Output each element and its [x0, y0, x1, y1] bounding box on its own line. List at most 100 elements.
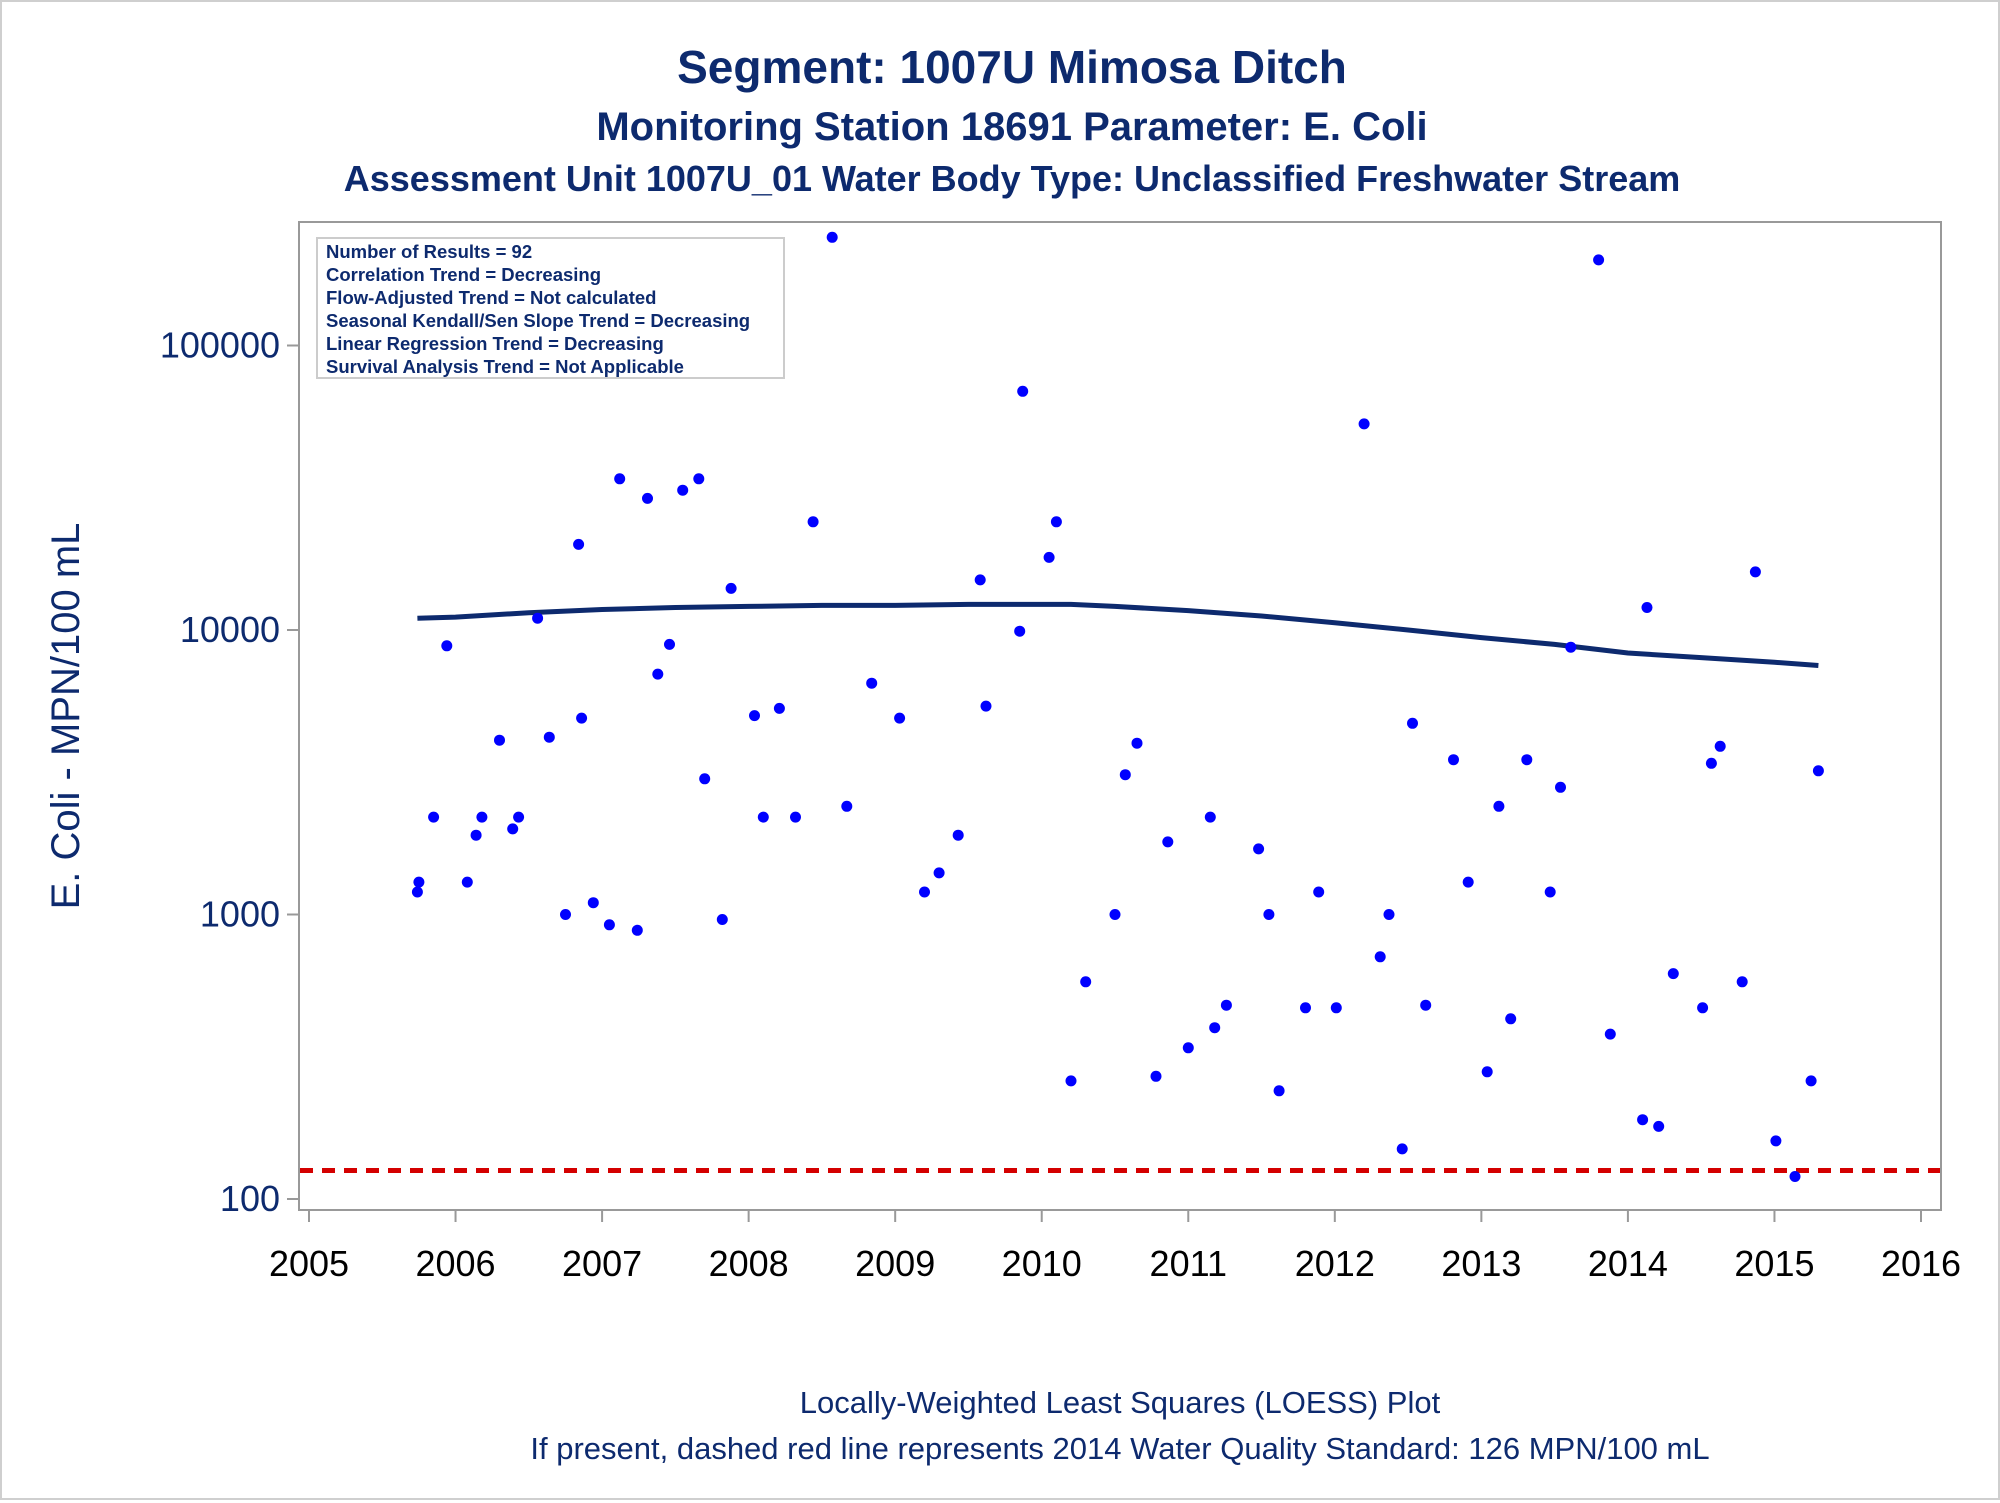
x-tick-label: 2010: [1002, 1243, 1082, 1284]
data-point: [807, 516, 819, 528]
y-tick-label: 10000: [180, 609, 280, 650]
data-point: [532, 612, 544, 624]
x-axis: 2005 2006 2007 2008 2009 2010 2011 2012 2013 2014…: [269, 1210, 1961, 1284]
data-point: [1641, 602, 1653, 613]
data-point: [1667, 968, 1679, 980]
data-point: [1805, 1075, 1817, 1087]
data-point: [1253, 843, 1265, 855]
data-point: [1263, 909, 1275, 920]
data-point: [476, 811, 488, 823]
data-point: [725, 582, 737, 594]
data-point: [1770, 1135, 1782, 1147]
data-point: [1358, 418, 1370, 430]
data-point: [1043, 551, 1055, 563]
data-point: [1396, 1143, 1408, 1155]
chart-title: Segment: 1007U Mimosa Ditch: [677, 41, 1347, 93]
data-point: [773, 702, 785, 714]
data-point: [1407, 717, 1418, 729]
data-point: [1481, 1066, 1493, 1078]
x-tick-label: 2006: [415, 1243, 495, 1284]
y-tick-label: 100: [220, 1178, 280, 1219]
y-tick-label: 100000: [160, 325, 280, 366]
x-tick-label: 2016: [1881, 1243, 1961, 1284]
data-point: [1637, 1114, 1649, 1126]
data-point: [652, 668, 664, 680]
data-point: [1109, 909, 1121, 920]
data-point: [494, 734, 505, 746]
data-point: [1555, 781, 1566, 793]
y-axis: 100 1000 10000 100000: [160, 325, 299, 1219]
data-point: [974, 574, 986, 586]
x-tick-label: 2008: [709, 1243, 789, 1284]
data-point: [1505, 1013, 1517, 1025]
x-tick-label: 2013: [1441, 1243, 1521, 1284]
data-point: [587, 897, 599, 909]
data-point: [1220, 999, 1232, 1011]
data-point: [1050, 516, 1062, 528]
chart-subtitle-station: Monitoring Station 18691 Parameter: E. C…: [596, 105, 1427, 149]
data-point: [1812, 765, 1824, 777]
data-point: [461, 876, 473, 888]
data-point: [1209, 1022, 1221, 1034]
data-point: [1182, 1042, 1194, 1054]
data-point: [866, 677, 878, 689]
loess-curve: [417, 601, 1819, 668]
data-point: [513, 811, 525, 823]
data-point: [1565, 641, 1577, 653]
data-point: [826, 231, 838, 243]
data-point: [790, 811, 801, 823]
data-point: [573, 538, 585, 550]
data-point: [1653, 1120, 1665, 1132]
data-point: [677, 484, 689, 496]
y-axis-label: E. Coli - MPN/100 mL: [44, 523, 88, 910]
data-point: [1448, 754, 1459, 766]
stats-number-of-results: Number of Results = 92: [326, 241, 532, 262]
data-points: [411, 231, 1824, 1182]
data-point: [693, 473, 705, 485]
data-point: [631, 924, 643, 936]
stats-correlation-trend: Correlation Trend = Decreasing: [326, 264, 601, 285]
data-point: [1080, 976, 1092, 988]
data-point: [1300, 1002, 1311, 1014]
data-point: [699, 773, 711, 785]
data-point: [413, 876, 425, 888]
data-point: [507, 823, 519, 835]
x-tick-label: 2007: [562, 1243, 642, 1284]
data-point: [1150, 1070, 1162, 1082]
x-tick-label: 2012: [1295, 1243, 1375, 1284]
data-point: [428, 811, 440, 823]
stats-survival-analysis-trend: Survival Analysis Trend = Not Applicable: [326, 356, 684, 377]
data-point: [1462, 876, 1474, 888]
data-point: [664, 638, 675, 650]
plot-area: [298, 221, 1942, 1211]
data-point: [543, 731, 555, 743]
data-point: [1119, 769, 1131, 781]
data-point: [1593, 254, 1605, 266]
data-point: [411, 886, 423, 898]
footnote-loess: Locally-Weighted Least Squares (LOESS) P…: [800, 1385, 1441, 1420]
data-point: [1521, 754, 1533, 766]
data-point: [841, 800, 853, 812]
data-point: [1330, 1002, 1342, 1014]
data-point: [919, 886, 930, 898]
data-point: [1493, 800, 1505, 812]
stats-seasonal-kendall-trend: Seasonal Kendall/Sen Slope Trend = Decre…: [326, 310, 750, 331]
data-point: [1705, 757, 1717, 769]
stats-box: Number of Results = 92 Correlation Trend…: [316, 237, 785, 379]
data-point: [560, 909, 571, 920]
data-point: [1383, 909, 1395, 920]
y-tick-label: 1000: [200, 894, 280, 935]
data-point: [614, 473, 626, 485]
data-point: [1204, 811, 1216, 823]
x-tick-label: 2009: [855, 1243, 935, 1284]
x-tick-label: 2014: [1588, 1243, 1668, 1284]
stats-flow-adjusted-trend: Flow-Adjusted Trend = Not calculated: [326, 287, 656, 308]
data-point: [603, 919, 615, 931]
data-point: [749, 710, 760, 722]
data-point: [1374, 951, 1386, 963]
data-point: [1017, 385, 1029, 397]
data-point: [1604, 1028, 1616, 1040]
data-point: [1420, 999, 1432, 1011]
footnote-standard: If present, dashed red line represents 2…: [530, 1431, 1709, 1466]
